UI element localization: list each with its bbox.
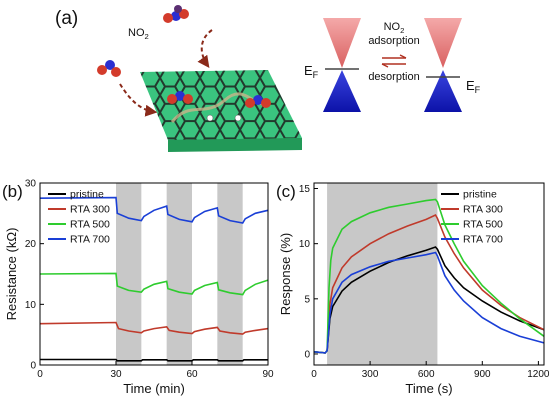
series-line	[313, 213, 545, 354]
fermi-level-right: EF	[466, 78, 481, 95]
y-tick-label: 0	[304, 349, 310, 360]
adsorption-label: adsorption	[368, 35, 419, 47]
legend-entry: RTA 500	[463, 219, 503, 231]
fermi-level-left: EF	[304, 63, 319, 80]
y-tick-label: 0	[30, 361, 36, 372]
molecule-label: NO2	[128, 27, 149, 41]
series-line	[39, 196, 269, 224]
y-axis-label: Response (%)	[278, 233, 293, 315]
y-tick-label: 30	[25, 179, 37, 190]
x-axis-label: Time (s)	[405, 381, 452, 396]
no2-molecule-left	[97, 60, 121, 77]
x-tick-label: 1200	[527, 369, 550, 380]
series-line	[313, 198, 545, 354]
adsorb-arrow-left	[119, 83, 158, 117]
adsorb-arrow-top	[197, 29, 213, 68]
hole-dot	[206, 114, 214, 122]
graphene-sheet	[140, 70, 302, 152]
legend-entry: RTA 700	[70, 234, 110, 246]
legend-entry: RTA 500	[70, 219, 110, 231]
y-tick-label: 20	[25, 239, 37, 250]
legend-entry: RTA 300	[463, 204, 503, 216]
hole-dot	[234, 114, 242, 122]
panel-label: (b)	[2, 182, 23, 201]
series-line	[40, 358, 268, 362]
dirac-cone-left	[323, 18, 361, 112]
legend-entry: RTA 300	[70, 204, 110, 216]
shaded-region	[217, 183, 243, 365]
chart-c: 0 300 600 900 1200 0 5 10 15 Time (s) Response (%)…	[276, 182, 550, 396]
x-tick-label: 0	[37, 369, 43, 380]
legend-entry: RTA 700	[463, 234, 503, 246]
no2-molecule-top	[163, 5, 189, 23]
x-tick-label: 90	[262, 369, 274, 380]
shaded-region	[116, 183, 142, 365]
y-tick-label: 5	[304, 294, 310, 305]
equilibrium-arrows	[381, 54, 407, 68]
series-line	[39, 321, 269, 335]
shaded-region	[166, 183, 192, 365]
desorption-label: desorption	[368, 71, 419, 83]
x-tick-label: 600	[418, 369, 435, 380]
x-tick-label: 0	[311, 369, 317, 380]
dirac-cone-right	[424, 18, 462, 112]
x-tick-label: 300	[362, 369, 379, 380]
adsorption-label-top: NO2	[384, 21, 405, 35]
panel-a-label: (a)	[55, 8, 78, 29]
adsorbed-molecule-2	[245, 95, 271, 108]
y-tick-label: 10	[25, 300, 37, 311]
plot-frame	[39, 182, 269, 366]
plot-frame	[313, 182, 545, 366]
x-tick-label: 60	[186, 369, 198, 380]
y-tick-label: 10	[299, 239, 311, 250]
series-line	[313, 251, 545, 354]
x-tick-label: 900	[474, 369, 491, 380]
series-line	[39, 272, 269, 296]
y-tick-label: 15	[299, 184, 311, 195]
adsorbed-molecule-1	[167, 91, 193, 104]
y-axis-label: Resistance (kΩ)	[4, 228, 19, 321]
panel-label: (c)	[276, 182, 296, 201]
shaded-region	[327, 183, 438, 365]
panel-a: (a) NO2	[55, 5, 481, 152]
legend-entry: pristine	[70, 189, 104, 201]
legend-entry: pristine	[463, 189, 497, 201]
x-tick-label: 30	[110, 369, 122, 380]
x-axis-label: Time (min)	[123, 381, 185, 396]
